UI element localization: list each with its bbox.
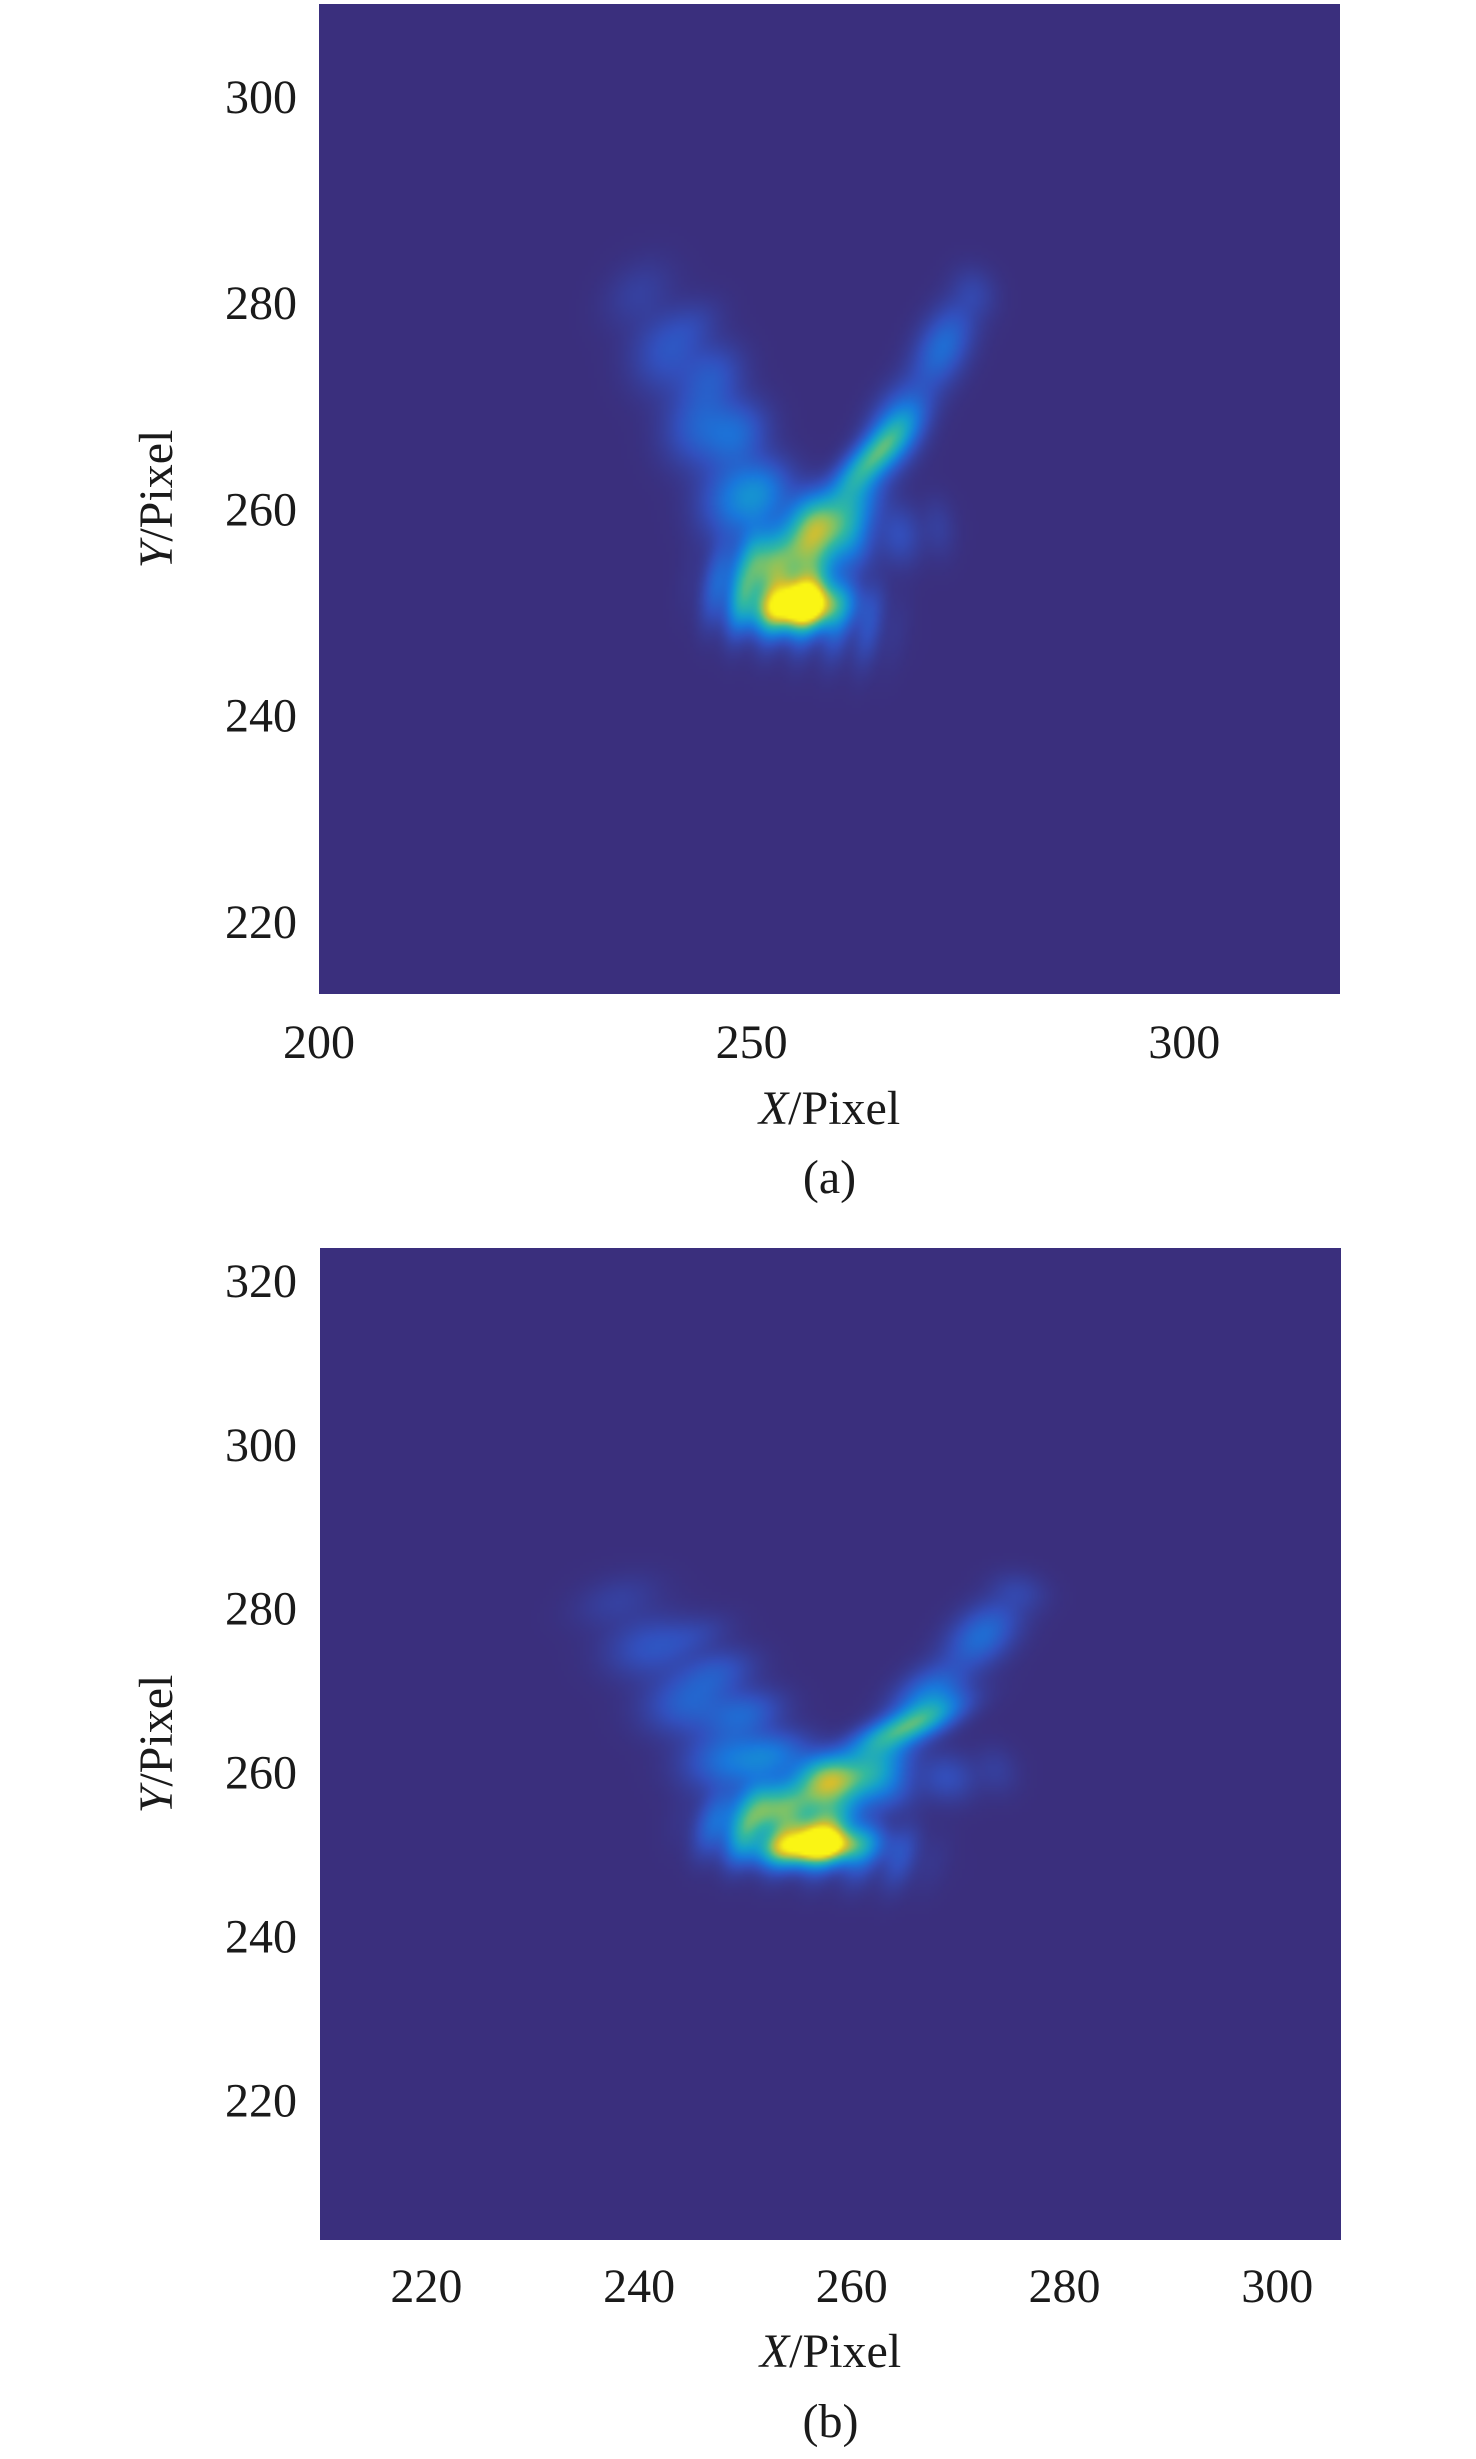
x-tick-label-b: 260 bbox=[816, 2260, 888, 2313]
y-tick-label-b: 240 bbox=[225, 1911, 297, 1964]
y-axis-var-b: Y bbox=[130, 1782, 183, 1813]
caption-b: (b) bbox=[803, 2395, 859, 2448]
y-axis-unit-b: /Pixel bbox=[130, 1675, 183, 1787]
x-tick-label-b: 220 bbox=[390, 2260, 462, 2313]
x-tick-label-b: 280 bbox=[1029, 2260, 1101, 2313]
x-tick-label-b: 300 bbox=[1241, 2260, 1313, 2313]
caption-a: (a) bbox=[803, 1151, 856, 1204]
x-axis-unit-b: /Pixel bbox=[789, 2325, 901, 2378]
y-tick-label-a: 260 bbox=[225, 483, 297, 536]
x-axis-label-a: X/Pixel bbox=[757, 1082, 900, 1135]
x-axis-var-a: X bbox=[757, 1082, 790, 1135]
panel-b: 220 240 260 280 300 320 220 240 260 280 300 X/Pix… bbox=[130, 1248, 1341, 2448]
y-tick-label-a: 240 bbox=[225, 690, 297, 743]
y-axis-unit-a: /Pixel bbox=[130, 430, 183, 542]
y-axis-label-b: Y/Pixel bbox=[130, 1675, 183, 1814]
y-tick-label-b: 280 bbox=[225, 1583, 297, 1636]
heatmap-a-image bbox=[319, 4, 1340, 994]
panel-a: 220 240 260 280 300 200 250 300 X/Pixel Y/Pixe… bbox=[130, 4, 1340, 1204]
y-tick-label-b: 300 bbox=[225, 1419, 297, 1472]
y-tick-label-a: 220 bbox=[225, 896, 297, 949]
y-axis-var-a: Y bbox=[130, 537, 183, 568]
x-axis-label-b: X/Pixel bbox=[758, 2325, 901, 2378]
x-axis-unit-a: /Pixel bbox=[788, 1082, 900, 1135]
x-tick-label-a: 250 bbox=[716, 1016, 788, 1069]
x-tick-label-a: 200 bbox=[283, 1016, 355, 1069]
y-tick-label-b: 220 bbox=[225, 2075, 297, 2128]
x-ticks-b: 220 240 260 280 300 bbox=[390, 2260, 1313, 2313]
x-tick-label-a: 300 bbox=[1148, 1016, 1220, 1069]
y-tick-label-b: 260 bbox=[225, 1747, 297, 1800]
y-tick-label-b: 320 bbox=[225, 1255, 297, 1308]
x-axis-var-b: X bbox=[758, 2325, 791, 2378]
y-tick-label-a: 280 bbox=[225, 277, 297, 330]
heatmap-b-image bbox=[320, 1248, 1341, 2240]
y-tick-label-a: 300 bbox=[225, 71, 297, 124]
y-ticks-b: 220 240 260 280 300 320 bbox=[225, 1255, 297, 2128]
y-ticks-a: 220 240 260 280 300 bbox=[225, 71, 297, 949]
x-ticks-a: 200 250 300 bbox=[283, 1016, 1220, 1069]
y-axis-label-a: Y/Pixel bbox=[130, 430, 183, 569]
x-tick-label-b: 240 bbox=[603, 2260, 675, 2313]
